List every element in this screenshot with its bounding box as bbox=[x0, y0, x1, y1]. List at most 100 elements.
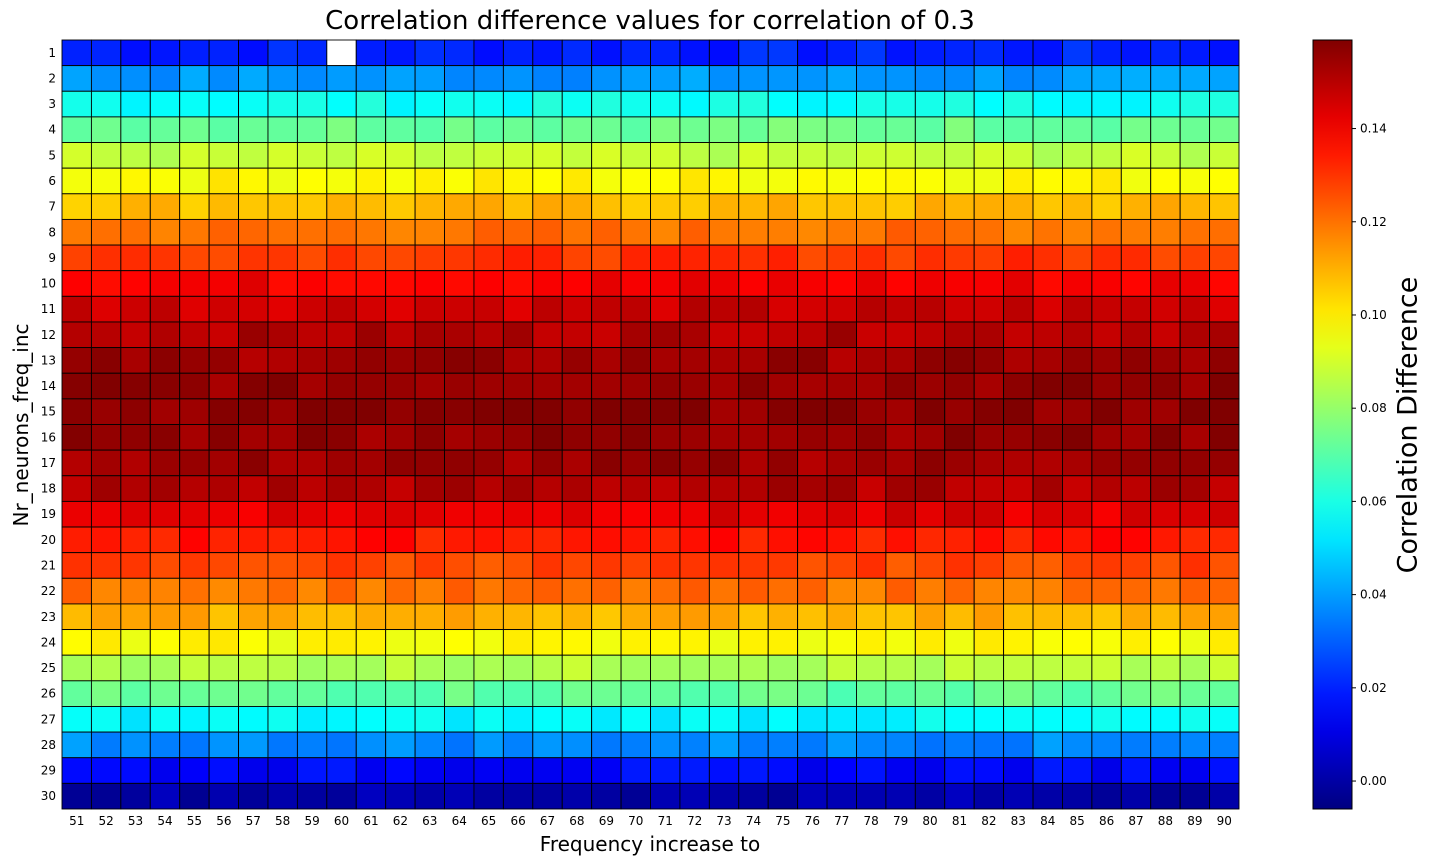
heatmap-cell bbox=[326, 424, 357, 451]
heatmap-cell bbox=[1209, 39, 1240, 67]
heatmap-cell bbox=[1179, 654, 1211, 682]
heatmap-cell bbox=[120, 398, 151, 425]
heatmap-cell bbox=[502, 321, 534, 349]
heatmap-cell bbox=[355, 552, 387, 579]
heatmap-cell bbox=[355, 270, 387, 297]
heatmap-cell bbox=[326, 116, 357, 143]
heatmap-cell bbox=[885, 603, 916, 631]
heatmap-cell bbox=[296, 654, 328, 682]
y-tick-label: 28 bbox=[41, 738, 56, 752]
x-tick-label: 78 bbox=[864, 814, 879, 828]
heatmap-cell bbox=[414, 116, 445, 143]
heatmap-cell bbox=[826, 757, 857, 784]
x-tick-label: 61 bbox=[363, 814, 378, 828]
heatmap-cell bbox=[1091, 116, 1122, 143]
heatmap-cell bbox=[1179, 706, 1211, 733]
heatmap-cell bbox=[1120, 167, 1152, 195]
heatmap-cell bbox=[473, 552, 504, 579]
heatmap-cell bbox=[179, 526, 210, 554]
heatmap-cell bbox=[767, 142, 799, 169]
heatmap-cell bbox=[914, 167, 946, 195]
heatmap-cell bbox=[208, 782, 240, 810]
heatmap-cell bbox=[179, 398, 210, 425]
heatmap-cell bbox=[767, 654, 799, 682]
heatmap-cell bbox=[179, 654, 210, 682]
heatmap-cell bbox=[120, 629, 151, 656]
heatmap-cell bbox=[1120, 475, 1152, 502]
heatmap-cell bbox=[944, 629, 975, 656]
heatmap-cell bbox=[532, 603, 563, 631]
heatmap-cell bbox=[444, 475, 475, 502]
heatmap-cell bbox=[1209, 270, 1240, 297]
heatmap-cell bbox=[1032, 629, 1063, 656]
heatmap-cell bbox=[326, 603, 357, 631]
y-tick-label: 13 bbox=[41, 353, 56, 367]
heatmap-cell bbox=[238, 193, 269, 220]
heatmap-cell bbox=[1209, 218, 1240, 246]
heatmap-cell bbox=[973, 372, 1005, 400]
heatmap-cell bbox=[1091, 526, 1122, 554]
heatmap-cell bbox=[708, 577, 740, 605]
heatmap-cell bbox=[620, 424, 651, 451]
heatmap-cell bbox=[267, 526, 298, 554]
heatmap-cell bbox=[973, 782, 1005, 810]
heatmap-cell bbox=[738, 475, 769, 502]
heatmap-cell bbox=[502, 526, 534, 554]
heatmap-cell bbox=[708, 654, 740, 682]
heatmap-cell bbox=[885, 372, 916, 400]
heatmap-cell bbox=[149, 116, 181, 143]
heatmap-cell bbox=[1150, 295, 1181, 323]
heatmap-cell bbox=[885, 116, 916, 143]
heatmap-cell bbox=[591, 680, 622, 707]
heatmap-cell bbox=[973, 552, 1005, 579]
heatmap-cell bbox=[679, 167, 710, 195]
heatmap-cell bbox=[208, 424, 240, 451]
heatmap-cell bbox=[326, 782, 357, 810]
heatmap-cell bbox=[414, 731, 445, 759]
heatmap-cell bbox=[738, 782, 769, 810]
heatmap-cell bbox=[1032, 218, 1063, 246]
heatmap-cell bbox=[238, 782, 269, 810]
heatmap-cell bbox=[238, 372, 269, 400]
heatmap-cell bbox=[1209, 680, 1240, 707]
y-tick-label: 9 bbox=[48, 251, 56, 265]
heatmap-cell bbox=[267, 629, 298, 656]
colorbar-label: Correlation Difference bbox=[1392, 276, 1424, 574]
heatmap-cell bbox=[385, 552, 416, 579]
heatmap-cell bbox=[826, 244, 857, 272]
heatmap-cell bbox=[1150, 680, 1181, 707]
heatmap-cell bbox=[473, 782, 504, 810]
heatmap-cell bbox=[414, 270, 445, 297]
heatmap-cell bbox=[708, 65, 740, 92]
heatmap-cell bbox=[1179, 65, 1211, 92]
heatmap-cell bbox=[502, 757, 534, 784]
heatmap-cell bbox=[797, 39, 828, 67]
heatmap-cell bbox=[267, 782, 298, 810]
heatmap-cell bbox=[532, 680, 563, 707]
heatmap-cell bbox=[296, 706, 328, 733]
heatmap-cell bbox=[561, 552, 593, 579]
heatmap-cell bbox=[1003, 142, 1034, 169]
heatmap-cell bbox=[708, 475, 740, 502]
heatmap-cell bbox=[914, 603, 946, 631]
heatmap-cell bbox=[620, 295, 651, 323]
heatmap-cell bbox=[61, 629, 92, 656]
heatmap-cell bbox=[120, 526, 151, 554]
heatmap-cell bbox=[90, 244, 122, 272]
heatmap-cell bbox=[326, 65, 357, 92]
heatmap-cell bbox=[620, 680, 651, 707]
heatmap-cell bbox=[973, 218, 1005, 246]
heatmap-cell bbox=[1032, 347, 1063, 374]
heatmap-cell bbox=[973, 629, 1005, 656]
heatmap-cell bbox=[208, 449, 240, 477]
heatmap-cell bbox=[238, 65, 269, 92]
heatmap-cell bbox=[738, 449, 769, 477]
heatmap-cell bbox=[797, 757, 828, 784]
colorbar-tick-label: 0.06 bbox=[1360, 494, 1387, 508]
heatmap-cell bbox=[591, 244, 622, 272]
heatmap-cell bbox=[620, 39, 651, 67]
heatmap-cell bbox=[885, 680, 916, 707]
heatmap-cell bbox=[149, 757, 181, 784]
y-tick-label: 3 bbox=[48, 97, 56, 111]
heatmap-cell bbox=[238, 39, 269, 67]
